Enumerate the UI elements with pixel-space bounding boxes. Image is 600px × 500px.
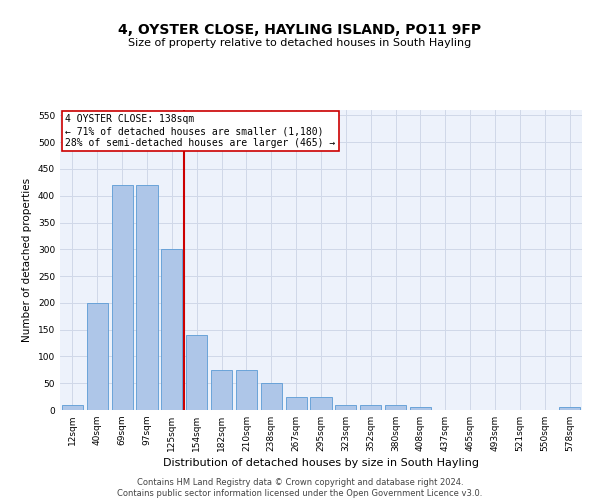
Bar xyxy=(161,250,182,410)
Y-axis label: Number of detached properties: Number of detached properties xyxy=(22,178,32,342)
Bar xyxy=(261,383,282,410)
Bar xyxy=(136,185,158,410)
Bar xyxy=(385,404,406,410)
Text: Size of property relative to detached houses in South Hayling: Size of property relative to detached ho… xyxy=(128,38,472,48)
Bar xyxy=(186,335,207,410)
Bar xyxy=(112,185,133,410)
Text: 4, OYSTER CLOSE, HAYLING ISLAND, PO11 9FP: 4, OYSTER CLOSE, HAYLING ISLAND, PO11 9F… xyxy=(118,22,482,36)
Bar xyxy=(62,404,83,410)
Bar xyxy=(559,408,580,410)
Bar xyxy=(310,396,332,410)
Bar xyxy=(286,396,307,410)
Bar xyxy=(236,370,257,410)
Text: Contains HM Land Registry data © Crown copyright and database right 2024.
Contai: Contains HM Land Registry data © Crown c… xyxy=(118,478,482,498)
Bar xyxy=(360,404,381,410)
Bar xyxy=(211,370,232,410)
Bar xyxy=(87,303,108,410)
Bar xyxy=(335,404,356,410)
X-axis label: Distribution of detached houses by size in South Hayling: Distribution of detached houses by size … xyxy=(163,458,479,468)
Bar xyxy=(410,408,431,410)
Text: 4 OYSTER CLOSE: 138sqm
← 71% of detached houses are smaller (1,180)
28% of semi-: 4 OYSTER CLOSE: 138sqm ← 71% of detached… xyxy=(65,114,335,148)
